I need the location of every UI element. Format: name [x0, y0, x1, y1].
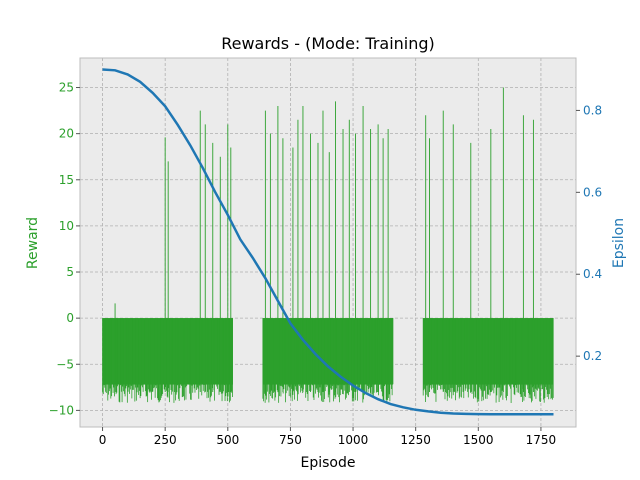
- reward-bars: [102, 318, 554, 403]
- left-axis-ticks: −10 −5 0 5 10 15 20 25: [49, 81, 80, 417]
- x-axis-label: Episode: [301, 455, 356, 471]
- left-tick-label: 15: [59, 173, 74, 187]
- x-tick-label: 500: [216, 433, 239, 447]
- plot-frame: [79, 57, 577, 428]
- right-tick-label: 0.8: [583, 103, 602, 117]
- left-tick-label: −5: [56, 357, 74, 371]
- left-tick-label: 5: [66, 265, 74, 279]
- x-tick-label: 0: [99, 433, 107, 447]
- reward-spikes: [114, 87, 534, 392]
- x-tick-label: 750: [279, 433, 302, 447]
- right-tick-label: 0.6: [583, 185, 602, 199]
- left-axis-label: Reward: [25, 217, 41, 269]
- left-tick-label: 0: [66, 311, 74, 325]
- left-tick-label: 25: [59, 81, 74, 95]
- chart-title: Rewards - (Mode: Training): [221, 34, 435, 53]
- x-tick-label: 1250: [400, 433, 431, 447]
- right-axis-ticks: 0.2 0.4 0.6 0.8: [576, 103, 602, 363]
- x-tick-label: 1500: [463, 433, 494, 447]
- x-axis-ticks: 0 250 500 750 1000 1250 1500 1750: [99, 427, 556, 447]
- right-tick-label: 0.4: [583, 267, 602, 281]
- right-tick-label: 0.2: [583, 349, 602, 363]
- left-tick-label: −10: [49, 403, 74, 417]
- epsilon-line: [102, 68, 554, 416]
- x-tick-label: 250: [154, 433, 177, 447]
- x-tick-label: 1000: [338, 433, 369, 447]
- left-tick-label: 20: [59, 127, 74, 141]
- left-tick-label: 10: [59, 219, 74, 233]
- right-axis-label: Epsilon: [611, 218, 627, 268]
- x-tick-label: 1750: [526, 433, 557, 447]
